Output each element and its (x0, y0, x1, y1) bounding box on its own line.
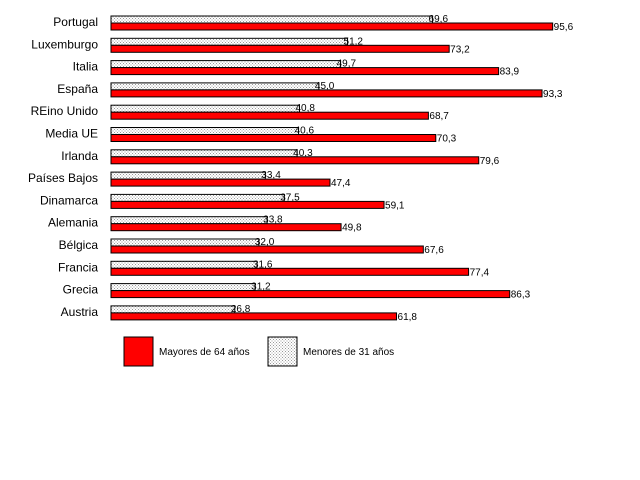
bar-menores-belgica (110, 238, 260, 247)
category-label-luxemburgo: Luxemburgo (31, 37, 98, 51)
bar-mayores-grecia (110, 290, 511, 299)
value-label-mayores-luxemburgo: 73,2 (450, 44, 470, 55)
bar-menores-portugal (110, 15, 434, 24)
category-label-grecia: Grecia (63, 283, 99, 297)
value-label-mayores-media-ue: 70,3 (437, 134, 457, 145)
value-label-menores-austria: 26,8 (231, 304, 251, 315)
value-label-mayores-alemania: 49,8 (342, 223, 362, 234)
bar-mayores-irlanda (110, 156, 480, 165)
category-label-italia: Italia (73, 60, 99, 74)
bar-menores-luxemburgo (110, 37, 349, 46)
bar-mayores-espana (110, 89, 543, 98)
value-label-mayores-belgica: 67,6 (424, 245, 444, 256)
value-label-menores-francia: 31,6 (253, 259, 273, 270)
bar-menores-italia (110, 60, 342, 69)
category-label-portugal: Portugal (53, 15, 98, 29)
value-label-mayores-grecia: 86,3 (511, 290, 531, 301)
legend-swatch-mayores (123, 336, 154, 367)
bar-menores-irlanda (110, 149, 298, 158)
bar-menores-dinamarca (110, 193, 285, 202)
bar-menores-grecia (110, 283, 256, 292)
value-label-mayores-italia: 83,9 (500, 67, 520, 78)
bar-menores-espana (110, 82, 320, 91)
legend: Mayores de 64 años Menores de 31 años (123, 336, 394, 367)
bar-menores-paises-bajos (110, 171, 266, 180)
value-label-mayores-reino-unido: 68,7 (429, 111, 449, 122)
bar-mayores-alemania (110, 223, 342, 232)
bar-mayores-italia (110, 67, 500, 76)
bar-mayores-media-ue (110, 134, 437, 142)
value-label-menores-dinamarca: 37,5 (280, 192, 300, 203)
value-label-menores-luxemburgo: 51,2 (344, 36, 364, 47)
bar-menores-reino-unido (110, 104, 300, 113)
bar-mayores-dinamarca (110, 200, 385, 209)
value-label-menores-irlanda: 40,3 (293, 148, 313, 159)
bar-mayores-belgica (110, 245, 424, 254)
value-label-menores-espana: 45,0 (315, 81, 335, 92)
bar-mayores-portugal (110, 22, 554, 31)
legend-label-mayores: Mayores de 64 años (159, 347, 250, 358)
value-label-mayores-dinamarca: 59,1 (385, 200, 405, 211)
bars-layer: Portugal 69,6 95,6 Luxemburgo 51,2 73,2 Italia… (28, 14, 574, 323)
bar-mayores-reino-unido (110, 111, 429, 120)
bar-menores-media-ue (110, 127, 300, 135)
category-label-espana: España (57, 82, 98, 96)
legend-swatch-menores (267, 336, 298, 367)
category-label-paises-bajos: Países Bajos (28, 171, 98, 185)
bar-menores-alemania (110, 216, 268, 225)
value-label-menores-reino-unido: 40,8 (295, 103, 315, 114)
bar-mayores-luxemburgo (110, 44, 450, 53)
bar-menores-francia (110, 260, 258, 269)
value-label-menores-belgica: 32,0 (255, 237, 275, 248)
category-label-dinamarca: Dinamarca (40, 193, 98, 207)
value-label-mayores-espana: 93,3 (543, 89, 563, 100)
value-label-menores-paises-bajos: 33,4 (261, 170, 281, 181)
category-label-alemania: Alemania (48, 216, 98, 230)
category-label-francia: Francia (58, 260, 98, 274)
value-label-mayores-irlanda: 79,6 (480, 156, 500, 167)
value-label-menores-grecia: 31,2 (251, 282, 271, 293)
value-label-menores-italia: 49,7 (337, 59, 357, 70)
category-label-belgica: Bélgica (59, 238, 99, 252)
category-label-media-ue: Media UE (45, 127, 98, 141)
value-label-mayores-portugal: 95,6 (554, 22, 574, 33)
value-label-menores-alemania: 33,8 (263, 215, 283, 226)
value-label-menores-portugal: 69,6 (429, 14, 449, 25)
value-label-menores-media-ue: 40,6 (295, 126, 315, 137)
value-label-mayores-austria: 61,8 (398, 312, 418, 323)
value-label-mayores-francia: 77,4 (470, 267, 490, 278)
bar-mayores-francia (110, 267, 470, 276)
bar-menores-austria (110, 305, 236, 314)
category-label-irlanda: Irlanda (61, 149, 98, 163)
bar-mayores-austria (110, 312, 398, 321)
value-label-mayores-paises-bajos: 47,4 (331, 178, 351, 189)
bar-mayores-paises-bajos (110, 178, 331, 187)
category-label-austria: Austria (61, 305, 99, 319)
legend-label-menores: Menores de 31 años (303, 347, 394, 358)
category-label-reino-unido: REino Unido (31, 104, 99, 118)
